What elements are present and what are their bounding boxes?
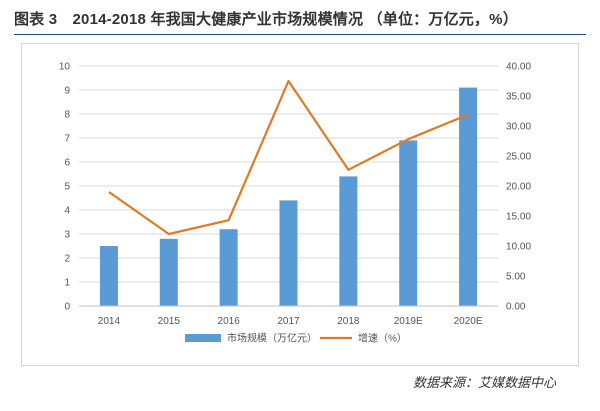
x-tick-label: 2015: [158, 316, 181, 327]
y2-tick-label: 40.00: [506, 62, 531, 73]
bar: [219, 229, 238, 306]
y2-tick-label: 25.00: [506, 152, 531, 163]
y2-tick-label: 20.00: [506, 182, 531, 193]
page-title: 图表 3 2014-2018 年我国大健康产业市场规模情况 （单位：万亿元，%）: [14, 11, 518, 28]
x-tick-label: 2014: [98, 316, 121, 327]
legend-label-line: 增速（%）: [358, 332, 407, 345]
legend: 市场规模（万亿元） 增速（%）: [185, 332, 407, 345]
bar: [279, 200, 298, 306]
y-tick-label: 7: [64, 134, 70, 145]
legend-label-bar: 市场规模（万亿元）: [227, 332, 317, 345]
bar-series: [99, 87, 478, 306]
bar: [399, 140, 418, 306]
y2-tick-label: 15.00: [506, 212, 531, 223]
y2-tick-label: 10.00: [506, 242, 531, 253]
y2-tick-label: 30.00: [506, 122, 531, 133]
y-tick-label: 5: [64, 182, 70, 193]
x-tick-label: 2016: [218, 316, 241, 327]
x-tick-label: 2018: [337, 316, 360, 327]
y-tick-label: 6: [64, 158, 70, 169]
source-note: 数据来源：艾媒数据中心: [412, 375, 556, 390]
bar: [99, 246, 118, 306]
x-tick-label: 2017: [277, 316, 300, 327]
y-tick-label: 1: [64, 278, 70, 289]
y-tick-label: 8: [64, 110, 70, 121]
x-tick-label: 2019E: [394, 316, 423, 327]
y-tick-label: 2: [64, 254, 70, 265]
bar: [159, 238, 178, 306]
bar: [459, 87, 478, 306]
chart: 0 1 2 3 4 5 6 7 8 9 10 0.00 5.00 10.00 15.00 20.00 25.00…: [59, 62, 532, 345]
y2-tick-label: 35.00: [506, 92, 531, 103]
y-tick-label: 4: [64, 206, 70, 217]
y-tick-label: 9: [64, 86, 70, 97]
x-tick-label: 2020E: [454, 316, 483, 327]
axes: 0 1 2 3 4 5 6 7 8 9 10 0.00 5.00 10.00 15.00 20.00 25.00…: [59, 62, 532, 328]
line-series: [108, 79, 469, 236]
y2-tick-label: 0.00: [506, 302, 526, 313]
y-tick-label: 10: [59, 62, 71, 73]
bar: [339, 176, 358, 306]
legend-swatch-bar: [185, 334, 221, 342]
y-tick-label: 3: [64, 230, 70, 241]
title-rule: [14, 34, 586, 35]
y2-tick-label: 5.00: [506, 272, 526, 283]
y-tick-label: 0: [64, 302, 70, 313]
chart-frame: 0 1 2 3 4 5 6 7 8 9 10 0.00 5.00 10.00 15.00 20.00 25.00…: [21, 43, 579, 366]
